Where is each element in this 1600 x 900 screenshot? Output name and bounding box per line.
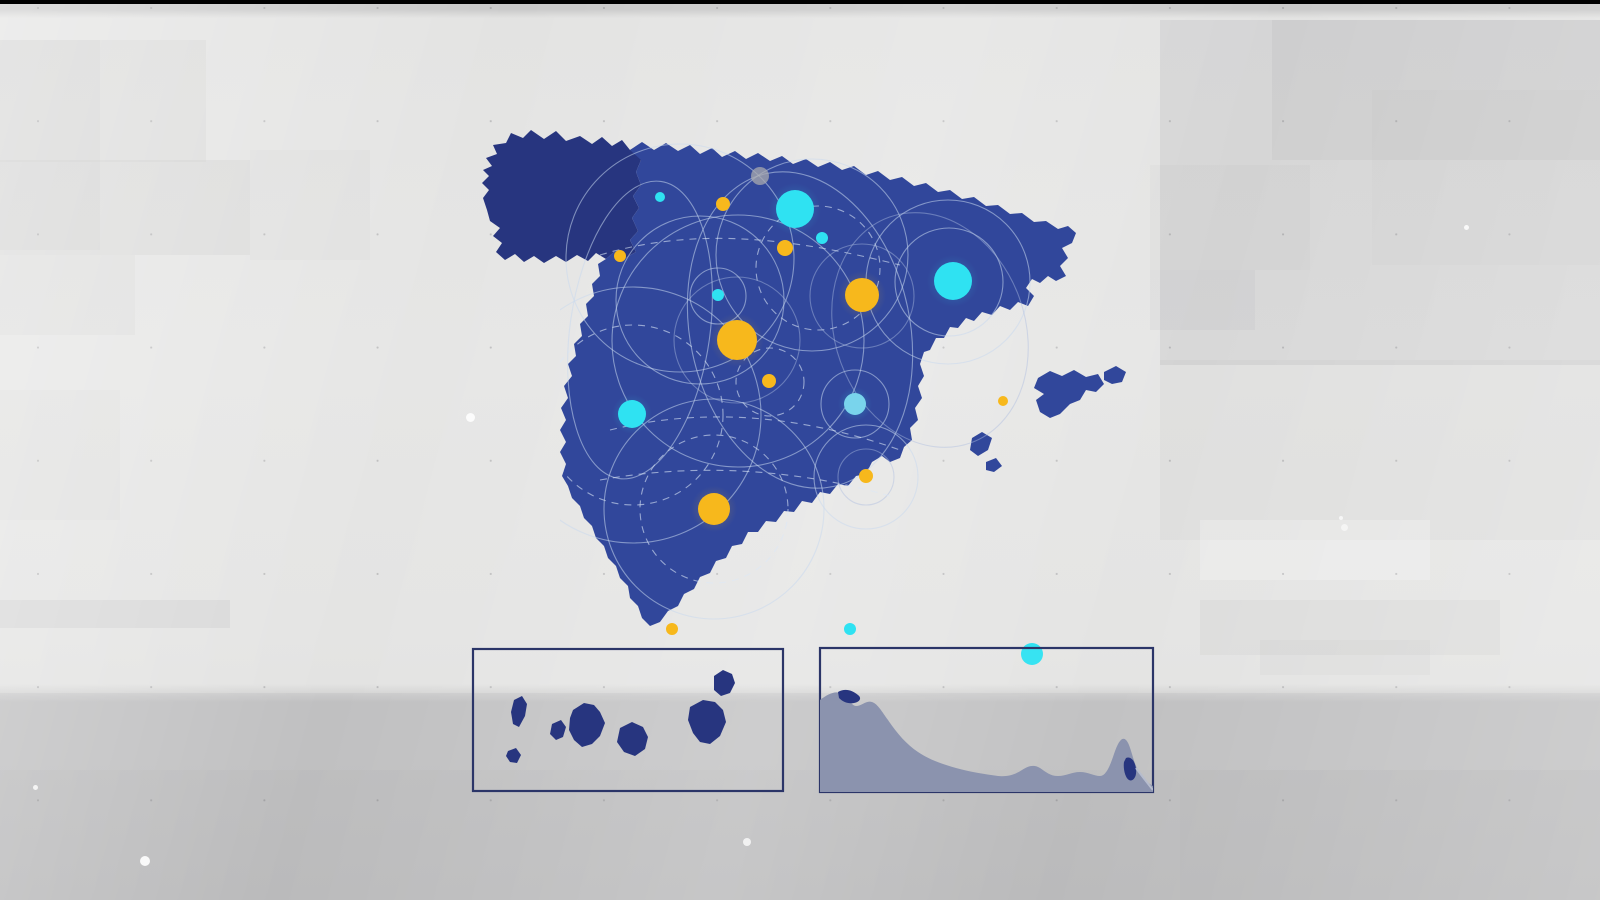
north-africa-inset[interactable]: [818, 646, 1155, 794]
map-marker-orange[interactable]: [859, 469, 873, 483]
island-tenerife: [569, 703, 605, 747]
map-marker-cyan[interactable]: [816, 232, 828, 244]
map-marker-orange[interactable]: [666, 623, 678, 635]
region-galicia: [482, 130, 641, 263]
map-marker-orange[interactable]: [698, 493, 730, 525]
enclave-ceuta: [838, 689, 861, 704]
marker-grey-inactive: [751, 167, 769, 185]
region-balearic-islands: [970, 366, 1126, 472]
map-marker-orange[interactable]: [777, 240, 793, 256]
map-marker-orange[interactable]: [614, 250, 626, 262]
island-lanzarote: [714, 670, 735, 696]
map-marker-orange[interactable]: [845, 278, 879, 312]
map-marker-orange[interactable]: [998, 396, 1008, 406]
map-marker-cyan-soft[interactable]: [844, 393, 866, 415]
north-africa-terrain: [820, 689, 1153, 792]
island-ibiza: [970, 432, 992, 456]
map-marker-cyan[interactable]: [712, 289, 724, 301]
enclave-melilla: [1123, 757, 1137, 781]
map-marker-cyan[interactable]: [618, 400, 646, 428]
island-fuerteventura: [688, 700, 726, 744]
island-el-hierro: [506, 748, 521, 763]
coast-line: [1135, 767, 1153, 791]
island-formentera: [986, 458, 1002, 472]
island-menorca: [1104, 366, 1126, 384]
island-la-gomera: [550, 720, 566, 740]
map-marker-orange[interactable]: [762, 374, 776, 388]
map-marker-cyan[interactable]: [776, 190, 814, 228]
island-mallorca: [1034, 370, 1104, 418]
island-gran-canaria: [617, 722, 648, 756]
map-marker-cyan[interactable]: [844, 623, 856, 635]
map-marker-cyan[interactable]: [655, 192, 665, 202]
island-la-palma: [511, 696, 527, 727]
top-black-bar: [0, 0, 1600, 4]
marker-layer: [612, 183, 1043, 665]
map-marker-orange[interactable]: [717, 320, 757, 360]
map-marker-cyan[interactable]: [934, 262, 972, 300]
canary-islands-shapes: [506, 670, 735, 763]
map-marker-orange[interactable]: [716, 197, 730, 211]
canary-islands-inset[interactable]: [471, 647, 785, 793]
